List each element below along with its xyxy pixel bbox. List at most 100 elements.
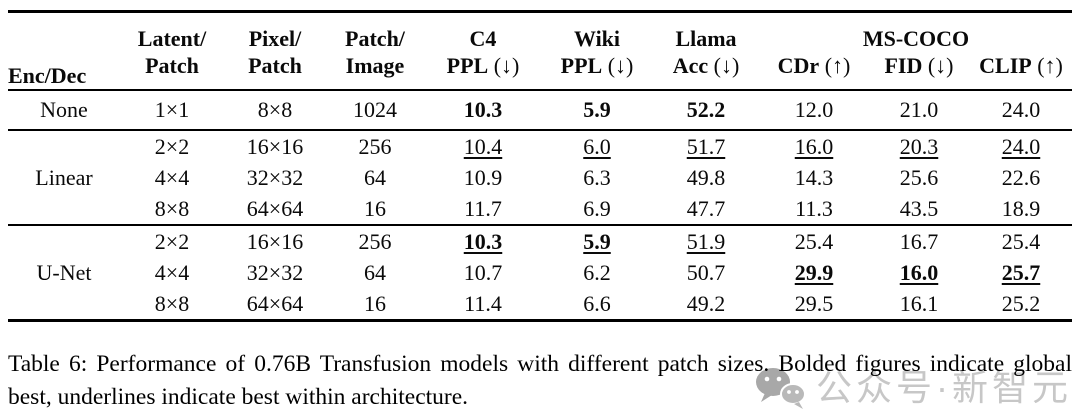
column-header-bottom-6: CDr (↑) xyxy=(777,53,851,78)
table-cell: 51.9 xyxy=(652,224,760,257)
column-header-top-1: Pixel/ xyxy=(248,26,302,51)
table-cell: 8×8 xyxy=(154,290,190,316)
table-cell: 25.7 xyxy=(1001,259,1041,285)
table-cell: 10.4 xyxy=(424,129,542,162)
table-cell: 49.8 xyxy=(686,164,726,190)
table-cell: 6.9 xyxy=(583,195,611,221)
table-cell: 43.5 xyxy=(899,195,939,221)
column-header-enc-dec: Enc/Dec xyxy=(8,63,87,88)
table-row: 8×8 64×64 16 11.4 6.6 49.2 29.5 16.1 25.2 xyxy=(8,288,1072,321)
header-row-bottom: Patch Patch Image PPL (↓) PPL (↓) Acc (↓) CDr … xyxy=(8,52,1072,90)
table-cell: 16×16 xyxy=(224,129,326,162)
table-cell: 29.5 xyxy=(794,290,834,316)
table-cell: 22.6 xyxy=(1001,164,1041,190)
table-cell: 16 xyxy=(364,290,386,316)
table-cell: 11.3 xyxy=(795,195,833,221)
table-cell: 2×2 xyxy=(120,224,224,257)
table-cell: 25.4 xyxy=(760,224,868,257)
caption-area: 公众号·新智元 Table 6: Performance of 0.76B Tr… xyxy=(8,348,1072,410)
table-cell: 5.9 xyxy=(542,224,652,257)
column-header-bottom-2: Image xyxy=(345,53,405,78)
table-cell: 49.2 xyxy=(686,290,726,316)
column-header-top-5: Llama xyxy=(675,26,737,51)
table-cell: 18.9 xyxy=(1001,195,1041,221)
table-header: Enc/Dec Latent/Pixel/Patch/C4 Wiki Llama MS-… xyxy=(8,12,1073,90)
table-cell: 16.1 xyxy=(899,290,939,316)
table-cell: 32×32 xyxy=(246,164,304,190)
table-cell: 24.0 xyxy=(970,129,1073,162)
table-cell: 16.7 xyxy=(868,224,970,257)
table-cell: 64 xyxy=(364,259,386,285)
table-cell: 8×8 xyxy=(257,97,293,122)
table-cell: 20.3 xyxy=(868,129,970,162)
results-table: Enc/Dec Latent/Pixel/Patch/C4 Wiki Llama MS-… xyxy=(8,10,1073,322)
table-cell: 6.0 xyxy=(542,129,652,162)
column-header-bottom-4: PPL (↓) xyxy=(560,53,634,78)
table-row: U-Net 2×2 16×16 256 10.3 5.9 51.9 25.4 16.7 25.4 xyxy=(8,224,1073,321)
table-cell: 11.7 xyxy=(464,195,502,221)
table-cell: 10.7 xyxy=(463,259,503,285)
row-group-label: Linear xyxy=(8,129,120,225)
table-cell: 16×16 xyxy=(224,224,326,257)
table-cell: 4×4 xyxy=(154,164,190,190)
table-cell: 64 xyxy=(364,164,386,190)
table-cell: 4×4 xyxy=(154,259,190,285)
table-cell: 8×8 xyxy=(154,195,190,221)
column-header-bottom-5: Acc (↓) xyxy=(672,53,740,78)
table-cell: 64×64 xyxy=(246,290,304,316)
table-cell: 21.0 xyxy=(899,97,939,122)
table-cell: 5.9 xyxy=(583,97,611,122)
row-group-u-net: U-Net 2×2 16×16 256 10.3 5.9 51.9 25.4 16.7 25.4 4… xyxy=(8,224,1073,321)
column-header-bottom-3: PPL (↓) xyxy=(446,53,520,78)
table-cell: 51.7 xyxy=(652,129,760,162)
table-row: 4×4 32×32 64 10.7 6.2 50.7 29.9 16.0 25.7 xyxy=(8,257,1072,288)
table-cell: 1024 xyxy=(353,97,397,122)
column-header-group-mscoco: MS-COCO xyxy=(862,26,970,51)
table-cell: 6.2 xyxy=(583,259,611,285)
table-caption: Table 6: Performance of 0.76B Transfusio… xyxy=(8,351,1072,410)
row-group-linear: Linear 2×2 16×16 256 10.4 6.0 51.7 16.0 20.3 24.0… xyxy=(8,129,1073,225)
table-cell: 52.2 xyxy=(686,97,726,122)
column-header-top-3: C4 xyxy=(469,26,497,51)
table-cell: 10.9 xyxy=(463,164,503,190)
table-cell: 256 xyxy=(326,129,424,162)
column-header-top-2: Patch/ xyxy=(345,26,405,51)
table-row: 4×4 32×32 64 10.9 6.3 49.8 14.3 25.6 22.6 xyxy=(8,162,1072,193)
table-row: 8×8 64×64 16 11.7 6.9 47.7 11.3 43.5 18.9 xyxy=(8,193,1072,225)
table-cell: 16.0 xyxy=(760,129,868,162)
table-cell: 10.3 xyxy=(463,97,503,122)
column-header-bottom-7: FID (↓) xyxy=(884,53,954,78)
row-group-label: U-Net xyxy=(8,224,120,321)
table-row: None 1×1 8×8 1024 10.3 5.9 52.2 12.0 21.0 24.0 xyxy=(8,90,1072,130)
table-cell: 12.0 xyxy=(794,97,834,122)
table-row: Linear 2×2 16×16 256 10.4 6.0 51.7 16.0 20.3 24.0 xyxy=(8,129,1073,225)
table-cell: 16 xyxy=(364,195,386,221)
table-cell: 29.9 xyxy=(794,259,834,285)
header-row-top: Enc/Dec Latent/Pixel/Patch/C4 Wiki Llama MS-… xyxy=(8,12,1072,88)
table-cell: 24.0 xyxy=(1001,97,1041,122)
column-header-bottom-1: Patch xyxy=(248,53,302,78)
table-cell: 47.7 xyxy=(686,195,726,221)
table-cell: 50.7 xyxy=(686,259,726,285)
table-cell: 25.2 xyxy=(1001,290,1041,316)
table-cell: 11.4 xyxy=(464,290,502,316)
table-cell: 6.6 xyxy=(583,290,611,316)
table-cell: 32×32 xyxy=(246,259,304,285)
table-cell: 10.3 xyxy=(424,224,542,257)
table-cell: 14.3 xyxy=(794,164,834,190)
table-cell: 256 xyxy=(326,224,424,257)
table-cell: 25.4 xyxy=(970,224,1073,257)
row-group-none: None 1×1 8×8 1024 10.3 5.9 52.2 12.0 21.0 24.0 xyxy=(8,90,1072,130)
table-cell: 16.0 xyxy=(899,259,939,285)
row-group-label: None xyxy=(40,97,88,122)
table-cell: 64×64 xyxy=(246,195,304,221)
table-cell: 25.6 xyxy=(899,164,939,190)
column-header-bottom-0: Patch xyxy=(145,53,199,78)
column-header-top-4: Wiki xyxy=(573,26,621,51)
table-cell: 6.3 xyxy=(583,164,611,190)
column-header-top-0: Latent/ xyxy=(137,26,207,51)
column-header-bottom-8: CLIP (↑) xyxy=(979,53,1063,78)
table-cell: 2×2 xyxy=(120,129,224,162)
table-cell: 1×1 xyxy=(154,97,190,122)
